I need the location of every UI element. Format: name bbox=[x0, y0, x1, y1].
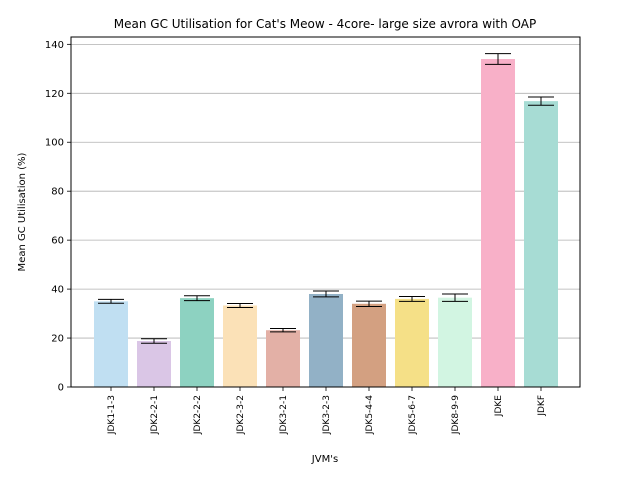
x-tick-label: JDK5-4-4 bbox=[365, 395, 375, 435]
bar bbox=[309, 293, 343, 387]
bars bbox=[94, 59, 558, 387]
bar bbox=[180, 298, 214, 387]
plot-frame bbox=[70, 36, 581, 388]
y-axis-title: Mean GC Utilisation (%) bbox=[17, 152, 28, 271]
chart-title: Mean GC Utilisation for Cat's Meow - 4co… bbox=[114, 17, 536, 31]
y-tick-label: 0 bbox=[58, 383, 64, 394]
bar bbox=[94, 301, 128, 387]
x-axis-title: JVM's bbox=[311, 454, 338, 465]
bar bbox=[137, 340, 171, 387]
y-tick-label: 100 bbox=[45, 138, 64, 149]
x-tick-label: JDK5-6-7 bbox=[408, 395, 418, 435]
x-tick-label: JDK2-2-1 bbox=[150, 395, 160, 435]
x-tick-label: JDK8-9-9 bbox=[451, 395, 461, 435]
bar bbox=[266, 330, 300, 387]
y-tick-label: 80 bbox=[51, 187, 64, 198]
x-axis: JDK1-1-3 JDK2-2-1 JDK2-2-2 JDK2-3-2 JDK3-2-1… bbox=[107, 387, 547, 435]
bar bbox=[438, 297, 472, 387]
bar bbox=[352, 303, 386, 387]
y-axis: 0 20 40 60 80 100 120 140 bbox=[45, 40, 71, 394]
grid-lines bbox=[71, 43, 580, 388]
bar bbox=[481, 59, 515, 387]
y-tick-label: 20 bbox=[51, 334, 64, 345]
bar bbox=[395, 298, 429, 387]
x-tick-label: JDK2-3-2 bbox=[236, 395, 246, 435]
x-tick-label: JDK2-2-2 bbox=[193, 395, 203, 435]
error-bars bbox=[98, 53, 554, 344]
x-tick-label: JDK3-2-3 bbox=[322, 395, 332, 435]
bar bbox=[223, 305, 257, 387]
y-tick-label: 40 bbox=[51, 285, 64, 296]
bar bbox=[524, 101, 558, 387]
y-tick-label: 120 bbox=[45, 89, 64, 100]
x-tick-label: JDKE bbox=[494, 395, 504, 417]
y-tick-label: 60 bbox=[51, 236, 64, 247]
y-tick-label: 140 bbox=[45, 40, 64, 51]
x-tick-label: JDK3-2-1 bbox=[279, 395, 289, 435]
x-tick-label: JDK1-1-3 bbox=[107, 395, 117, 435]
x-tick-label: JDKF bbox=[537, 395, 547, 417]
